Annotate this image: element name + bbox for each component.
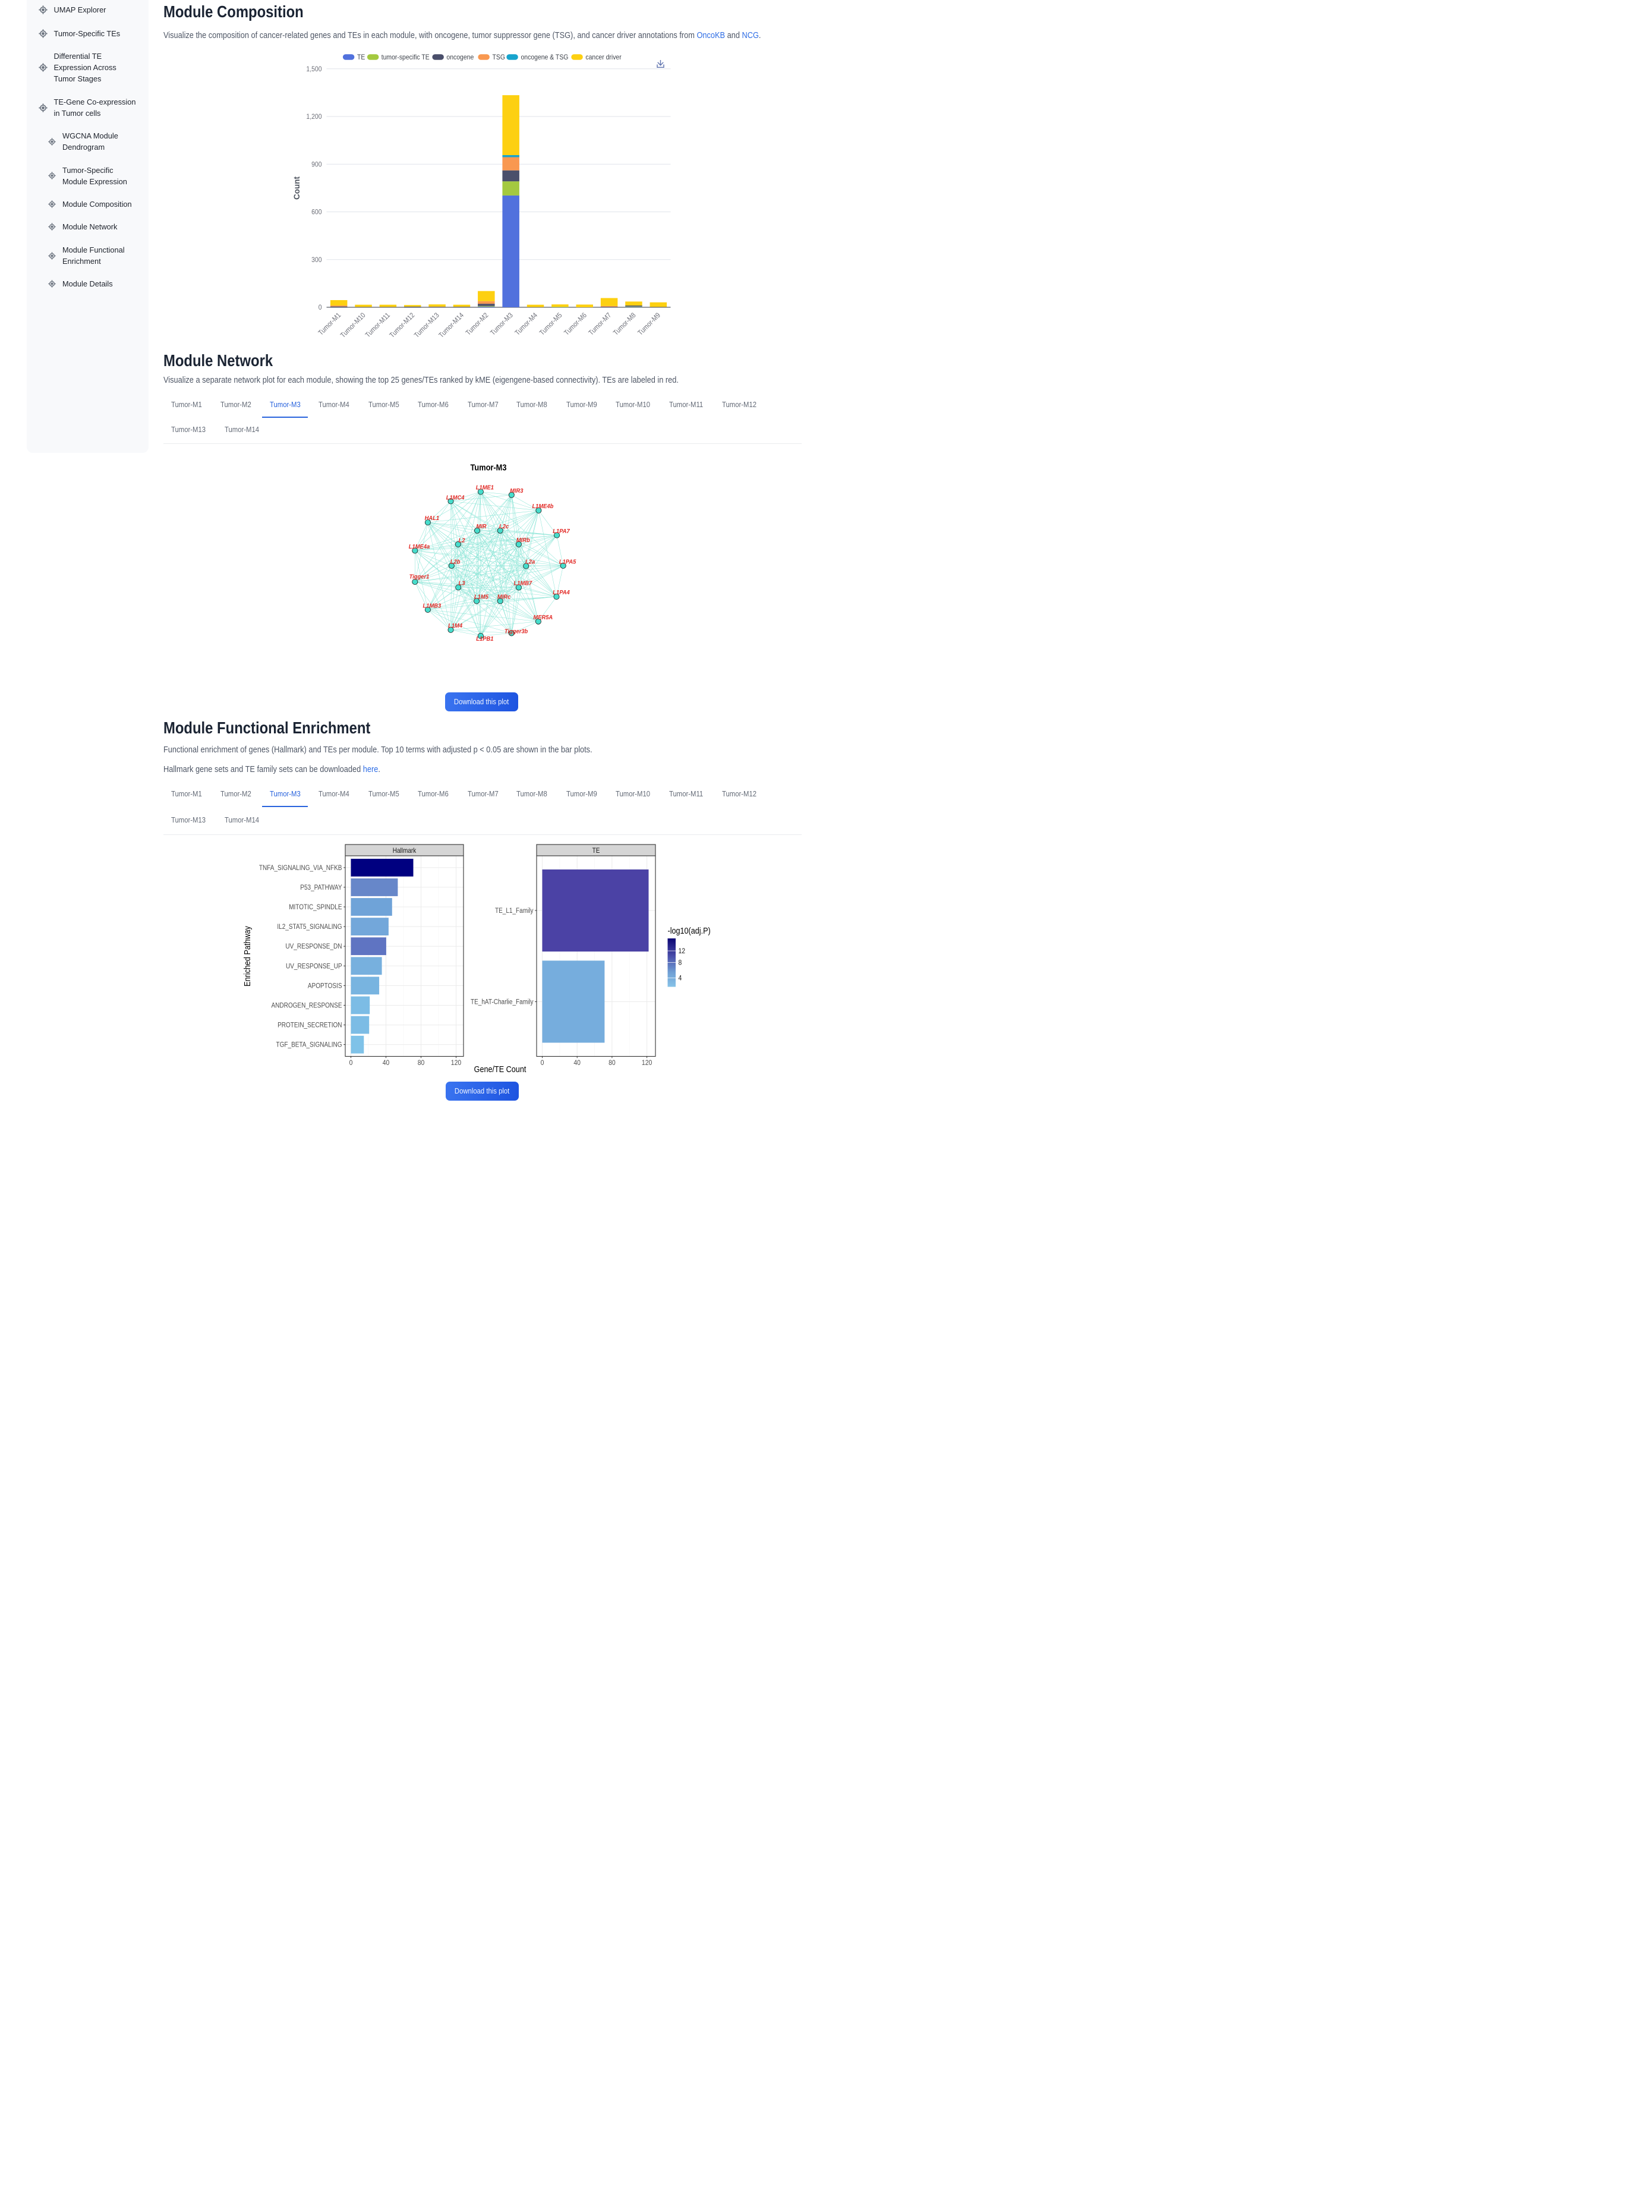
- svg-text:TSG: TSG: [492, 53, 505, 61]
- svg-text:L1MB3: L1MB3: [423, 603, 442, 609]
- svg-text:Tumor-M7: Tumor-M7: [587, 311, 613, 337]
- svg-text:0: 0: [349, 1058, 353, 1067]
- svg-text:MER5A: MER5A: [533, 615, 553, 621]
- svg-text:-log10(adj.P): -log10(adj.P): [668, 927, 711, 936]
- svg-text:Tumor-M3: Tumor-M3: [471, 464, 507, 473]
- svg-text:900: 900: [311, 160, 322, 168]
- svg-text:TE_hAT-Charlie_Family: TE_hAT-Charlie_Family: [471, 999, 534, 1006]
- svg-text:L1M5: L1M5: [474, 594, 488, 601]
- svg-text:MITOTIC_SPINDLE: MITOTIC_SPINDLE: [289, 904, 342, 911]
- svg-text:Tumor-M11: Tumor-M11: [363, 311, 391, 339]
- svg-text:120: 120: [642, 1058, 652, 1067]
- svg-text:Tigger1: Tigger1: [409, 574, 430, 580]
- svg-text:Tumor-M13: Tumor-M13: [412, 311, 440, 339]
- svg-text:MIRb: MIRb: [516, 537, 530, 544]
- svg-text:L3: L3: [459, 581, 465, 587]
- svg-text:40: 40: [383, 1058, 390, 1067]
- svg-text:L1MC4: L1MC4: [446, 494, 465, 501]
- svg-text:Tumor-M10: Tumor-M10: [338, 311, 367, 339]
- svg-text:MIR3: MIR3: [510, 488, 524, 494]
- svg-text:ANDROGEN_RESPONSE: ANDROGEN_RESPONSE: [272, 1003, 342, 1010]
- svg-text:UV_RESPONSE_UP: UV_RESPONSE_UP: [286, 963, 342, 970]
- svg-text:Tumor-M3: Tumor-M3: [488, 311, 515, 337]
- svg-text:L2b: L2b: [450, 559, 461, 565]
- svg-text:1,500: 1,500: [306, 65, 321, 73]
- svg-text:L1ME4a: L1ME4a: [409, 544, 430, 550]
- svg-text:APOPTOSIS: APOPTOSIS: [308, 982, 342, 990]
- svg-text:120: 120: [451, 1058, 462, 1067]
- svg-text:L1MB7: L1MB7: [514, 581, 533, 587]
- svg-text:oncogene & TSG: oncogene & TSG: [521, 53, 568, 61]
- svg-text:80: 80: [418, 1058, 425, 1067]
- svg-text:Gene/TE Count: Gene/TE Count: [474, 1065, 527, 1075]
- svg-text:L2c: L2c: [499, 524, 509, 530]
- svg-text:L1ME1: L1ME1: [476, 485, 494, 491]
- svg-text:12: 12: [679, 947, 686, 955]
- svg-text:Tumor-M2: Tumor-M2: [464, 311, 490, 337]
- svg-text:TE_L1_Family: TE_L1_Family: [495, 908, 534, 915]
- svg-text:MIRc: MIRc: [497, 594, 511, 601]
- svg-text:0: 0: [318, 303, 321, 311]
- svg-text:80: 80: [609, 1058, 616, 1067]
- svg-text:TE: TE: [357, 53, 365, 61]
- svg-text:IL2_STAT5_SIGNALING: IL2_STAT5_SIGNALING: [277, 924, 342, 931]
- svg-text:Hallmark: Hallmark: [393, 847, 417, 855]
- svg-text:L1ME4b: L1ME4b: [532, 503, 553, 510]
- svg-text:Enriched Pathway: Enriched Pathway: [243, 926, 253, 987]
- svg-text:L2a: L2a: [525, 559, 535, 566]
- svg-text:1,200: 1,200: [306, 112, 321, 121]
- svg-text:Tumor-M14: Tumor-M14: [437, 311, 465, 339]
- svg-text:Tumor-M8: Tumor-M8: [611, 311, 637, 337]
- svg-text:TE: TE: [592, 847, 600, 855]
- svg-text:L1PA5: L1PA5: [559, 559, 576, 565]
- svg-text:L1PB1: L1PB1: [476, 636, 493, 642]
- svg-text:tumor-specific TE: tumor-specific TE: [381, 53, 429, 61]
- svg-text:Tumor-M9: Tumor-M9: [636, 311, 662, 337]
- svg-text:L1PA4: L1PA4: [553, 590, 570, 596]
- svg-text:TNFA_SIGNALING_VIA_NFKB: TNFA_SIGNALING_VIA_NFKB: [259, 865, 342, 872]
- svg-text:P53_PATHWAY: P53_PATHWAY: [300, 884, 342, 891]
- svg-text:cancer driver: cancer driver: [585, 53, 621, 61]
- svg-text:MIR: MIR: [476, 524, 487, 530]
- svg-text:PROTEIN_SECRETION: PROTEIN_SECRETION: [278, 1022, 342, 1029]
- svg-text:L1PA7: L1PA7: [553, 528, 570, 535]
- svg-text:0: 0: [541, 1058, 544, 1067]
- svg-text:40: 40: [573, 1058, 581, 1067]
- svg-text:Tumor-M12: Tumor-M12: [387, 311, 416, 339]
- svg-text:oncogene: oncogene: [446, 53, 474, 61]
- svg-text:L1M4: L1M4: [448, 623, 462, 629]
- svg-text:Tumor-M4: Tumor-M4: [513, 311, 539, 337]
- svg-text:Count: Count: [292, 177, 301, 200]
- svg-text:HAL1: HAL1: [425, 515, 440, 522]
- svg-text:TGF_BETA_SIGNALING: TGF_BETA_SIGNALING: [276, 1042, 342, 1049]
- svg-text:Tumor-M5: Tumor-M5: [537, 311, 563, 337]
- svg-text:300: 300: [311, 256, 322, 264]
- svg-text:L2: L2: [459, 537, 465, 544]
- svg-text:Tigger3b: Tigger3b: [505, 628, 528, 635]
- svg-text:Tumor-M6: Tumor-M6: [562, 311, 588, 337]
- svg-text:600: 600: [311, 208, 322, 216]
- svg-text:8: 8: [679, 959, 682, 967]
- svg-text:UV_RESPONSE_DN: UV_RESPONSE_DN: [285, 943, 342, 950]
- svg-text:4: 4: [679, 974, 682, 982]
